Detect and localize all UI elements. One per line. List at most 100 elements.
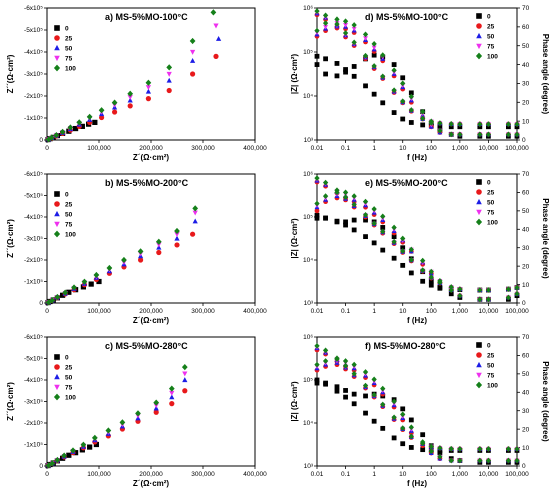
y2-tick-label: 70 xyxy=(522,5,530,12)
x-axis-label: Z´(Ω·cm²) xyxy=(133,153,170,162)
modulus-point xyxy=(371,220,377,227)
modulus-point xyxy=(380,228,386,235)
data-point xyxy=(153,409,159,415)
phase-point xyxy=(314,361,320,368)
phase-point xyxy=(334,16,340,23)
plot-frame xyxy=(46,7,256,141)
modulus-point xyxy=(371,91,377,97)
modulus-point xyxy=(400,116,406,122)
y2-tick-label: 30 xyxy=(522,408,530,415)
data-point xyxy=(138,257,144,263)
modulus-point xyxy=(351,227,357,233)
phase-point xyxy=(477,131,483,138)
x-tick-label: 10,000 xyxy=(478,308,498,315)
modulus-point xyxy=(514,284,520,291)
data-point xyxy=(166,71,172,77)
y2-axis-label: Phase angle (degree) xyxy=(541,34,550,115)
phase-point xyxy=(314,208,320,214)
y-tick-label: 10⁶ xyxy=(303,171,313,178)
phase-point xyxy=(343,219,348,225)
phase-point xyxy=(314,215,320,221)
modulus-point xyxy=(408,256,414,263)
modulus-point xyxy=(485,121,492,127)
legend-label: 100 xyxy=(487,383,498,390)
phase-point xyxy=(334,73,340,79)
x-tick-label: 0.1 xyxy=(341,308,350,315)
phase-point xyxy=(400,75,406,81)
phase-point xyxy=(322,20,329,26)
data-point xyxy=(190,57,196,63)
x-tick-label: 300,000 xyxy=(191,308,215,315)
legend-label: 50 xyxy=(65,375,73,382)
modulus-point xyxy=(342,362,349,369)
phase-point xyxy=(485,296,492,303)
x-tick-label: 1,000 xyxy=(452,145,469,152)
data-point xyxy=(62,289,69,296)
modulus-point xyxy=(428,274,434,280)
x-tick-label: 1,000 xyxy=(452,471,469,478)
plot-frame xyxy=(316,336,518,467)
phase-point xyxy=(437,285,443,291)
phase-point xyxy=(362,31,369,38)
modulus-point xyxy=(514,121,520,127)
legend-marker xyxy=(54,373,60,380)
y-tick-label: -6x10⁵ xyxy=(24,334,43,341)
y-tick-label: -5x10⁵ xyxy=(24,193,43,200)
legend-label: 75 xyxy=(487,373,495,380)
legend-marker xyxy=(476,372,482,379)
data-point xyxy=(181,363,188,371)
data-point xyxy=(190,49,196,55)
data-point xyxy=(145,85,151,91)
phase-point xyxy=(448,457,454,464)
phase-point xyxy=(371,45,377,51)
modulus-point xyxy=(457,286,463,293)
x-tick-label: 100,000 xyxy=(87,308,111,315)
y-tick-label: -5x10⁵ xyxy=(24,27,43,34)
data-point xyxy=(145,96,151,102)
nyquist-panel: 0 100,000 200,000 300,000 400,000 0 -1x10⁵ -2x1… xyxy=(6,171,267,325)
modulus-point xyxy=(343,67,348,72)
legend-label: 75 xyxy=(65,385,73,392)
data-point xyxy=(66,452,72,458)
data-point xyxy=(174,235,180,241)
x-tick-label: 100,000 xyxy=(87,471,111,478)
y2-tick-label: 30 xyxy=(522,245,530,252)
data-point xyxy=(216,35,222,41)
legend-marker xyxy=(475,52,483,60)
data-point xyxy=(174,232,180,238)
phase-point xyxy=(448,131,454,138)
y-tick-label: 10⁵ xyxy=(303,214,313,221)
legend-marker xyxy=(53,230,61,238)
panel-title: f) MS-5%MO-280°C xyxy=(365,341,446,351)
modulus-point xyxy=(505,446,512,452)
phase-point xyxy=(420,257,426,264)
y2-axis-label: Phase angle (degree) xyxy=(541,198,550,279)
y2-tick-label: 30 xyxy=(522,81,530,88)
data-point xyxy=(182,388,188,394)
data-point xyxy=(182,377,188,383)
phase-point xyxy=(323,24,329,30)
modulus-point xyxy=(400,425,406,432)
modulus-point xyxy=(420,278,426,284)
data-point xyxy=(127,90,134,97)
modulus-point xyxy=(420,447,426,453)
legend-label: 75 xyxy=(65,56,73,63)
legend-marker xyxy=(475,381,483,389)
phase-point xyxy=(343,69,348,75)
modulus-point xyxy=(485,287,492,293)
x-tick-label: 100 xyxy=(426,308,437,315)
legend-label: 100 xyxy=(487,54,498,61)
y2-tick-label: 20 xyxy=(522,426,530,433)
legend-label: 25 xyxy=(65,202,73,209)
phase-point xyxy=(314,380,320,386)
data-point xyxy=(169,394,175,400)
y2-tick-label: 0 xyxy=(522,137,526,144)
plot-frame xyxy=(46,173,256,304)
phase-point xyxy=(351,193,357,199)
phase-point xyxy=(363,36,368,41)
y-tick-label: 10⁴ xyxy=(303,420,313,427)
modulus-point xyxy=(334,21,340,28)
data-point xyxy=(45,299,52,306)
y-tick-label: -4x10⁵ xyxy=(24,214,43,221)
phase-point xyxy=(400,80,406,87)
